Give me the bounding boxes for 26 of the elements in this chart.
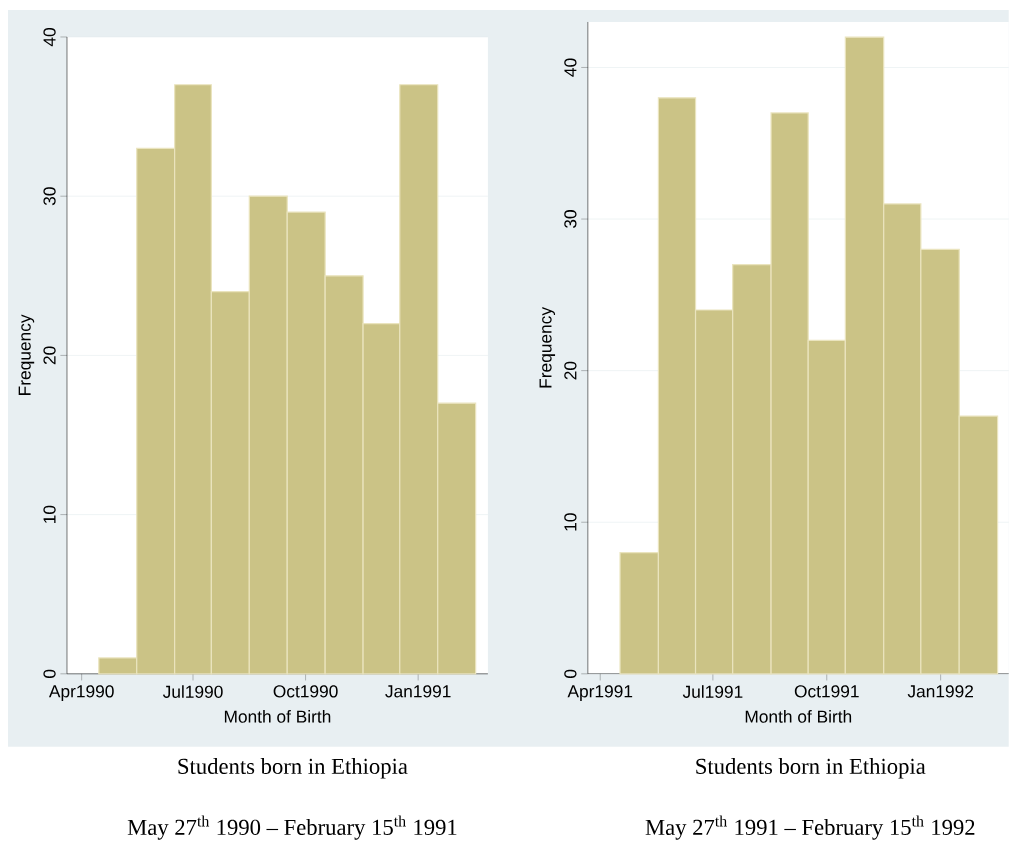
- text: May 27$^{th}$ 1990 – February 15$^{th}$ 1991: [127, 815, 457, 840]
- x-tick-label: Jan1991: [385, 685, 451, 698]
- text: Students born in Ethiopia: [178, 758, 408, 779]
- y-tick-label: 30: [43, 187, 56, 206]
- y-tick-label: 0: [564, 669, 577, 679]
- text: May 27$^{th}$ 1991 – February 15$^{th}$ 1992: [645, 815, 975, 840]
- x-tick-label: Oct1991: [794, 685, 859, 698]
- y-tick-label: 0: [43, 669, 56, 679]
- y-tick-label: 40: [564, 58, 577, 77]
- x-tick-label: Jul1991: [682, 685, 743, 699]
- y-tick-label: 20: [43, 346, 56, 365]
- x-axis-title: Month of Birth: [224, 710, 331, 723]
- y-tick-label: 40: [43, 28, 56, 47]
- x-tick-label: Apr1991: [567, 685, 633, 701]
- y-tick-label: 30: [564, 210, 577, 229]
- x-tick-label: Jan1992: [907, 685, 974, 698]
- x-axis-title: Month of Birth: [745, 710, 852, 723]
- y-tick-label: 10: [43, 505, 56, 524]
- y-tick-label: 10: [564, 513, 577, 531]
- y-tick-label: 20: [564, 361, 577, 380]
- text: Students born in Ethiopia: [696, 758, 926, 779]
- x-tick-label: Oct1990: [273, 685, 338, 698]
- y-axis-title: Frequency: [18, 314, 35, 396]
- x-tick-label: Apr1990: [48, 685, 114, 701]
- x-tick-label: Jul1990: [162, 685, 223, 699]
- y-axis-title: Frequency: [539, 307, 556, 388]
